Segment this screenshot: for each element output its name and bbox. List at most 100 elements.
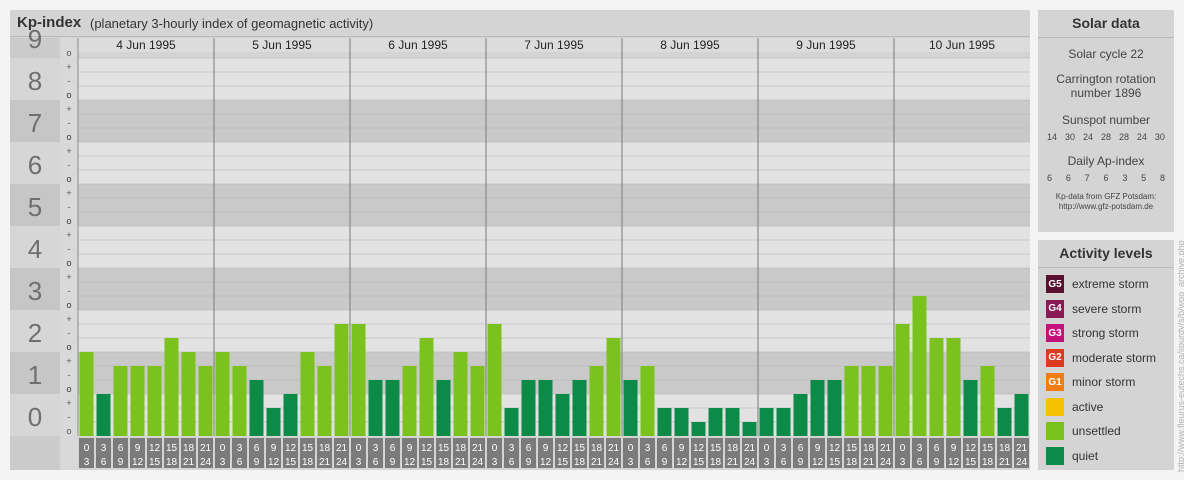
hour-end-label: 12 xyxy=(132,457,144,468)
kp-bar xyxy=(504,407,519,436)
activity-level-item: G4 severe storm xyxy=(1046,299,1141,319)
carrington-line-1: Carrington rotation xyxy=(1056,72,1156,86)
sunspot-value: 30 xyxy=(1064,132,1075,142)
chart-title-bar: Kp-index (planetary 3-hourly index of ge… xyxy=(10,10,1030,37)
minor-mark-column xyxy=(60,38,78,470)
hour-cell xyxy=(708,438,723,468)
kp-bar xyxy=(385,380,400,436)
kp-bar xyxy=(249,380,264,436)
hour-start-label: 9 xyxy=(815,443,821,454)
hour-start-label: 9 xyxy=(135,443,141,454)
day-label: 4 Jun 1995 xyxy=(116,38,176,52)
hour-start-label: 15 xyxy=(302,443,314,454)
hour-end-label: 21 xyxy=(183,457,195,468)
hour-start-label: 21 xyxy=(744,443,756,454)
minor-mark: + xyxy=(66,104,71,114)
activity-level-badge xyxy=(1046,422,1064,440)
hour-cell xyxy=(232,438,247,468)
kp-bar xyxy=(368,380,383,436)
hour-start-label: 21 xyxy=(200,443,212,454)
hour-start-label: 3 xyxy=(101,443,107,454)
kp-bar xyxy=(708,407,723,436)
activity-level-label: minor storm xyxy=(1072,375,1136,389)
minor-mark: o xyxy=(66,132,71,142)
minor-mark: o xyxy=(66,384,71,394)
activity-level-badge: G5 xyxy=(1046,275,1064,293)
hour-cell xyxy=(249,438,264,468)
sunspot-values: 14 30 24 28 28 24 30 xyxy=(1038,132,1174,142)
ap-value: 5 xyxy=(1141,173,1147,183)
hour-end-label: 3 xyxy=(900,457,906,468)
kp-chart-panel: Kp-index (planetary 3-hourly index of ge… xyxy=(10,10,1030,470)
minor-mark: + xyxy=(66,188,71,198)
hour-cell xyxy=(402,438,417,468)
ap-value: 8 xyxy=(1159,173,1165,183)
hour-start-label: 0 xyxy=(628,443,634,454)
hour-cell xyxy=(538,438,553,468)
plot-band xyxy=(78,310,1030,352)
kp-bar xyxy=(521,380,536,436)
ap-value: 6 xyxy=(1103,173,1109,183)
hour-cell xyxy=(317,438,332,468)
hour-start-label: 12 xyxy=(149,443,161,454)
minor-mark: o xyxy=(66,132,71,142)
hour-start-label: 6 xyxy=(118,443,124,454)
plot-band xyxy=(78,184,1030,226)
hour-end-label: 21 xyxy=(319,457,331,468)
minor-mark: o xyxy=(66,300,71,310)
activity-level-badge: G3 xyxy=(1046,324,1064,342)
hour-cell xyxy=(385,438,400,468)
activity-level-label: strong storm xyxy=(1072,326,1139,340)
minor-mark: - xyxy=(68,328,71,338)
minor-mark: - xyxy=(68,370,71,380)
minor-mark: + xyxy=(66,146,71,156)
kp-bar xyxy=(691,422,706,436)
hour-end-label: 24 xyxy=(880,457,892,468)
hour-cell xyxy=(742,438,757,468)
hour-start-label: 6 xyxy=(934,443,940,454)
hour-start-label: 0 xyxy=(220,443,226,454)
hour-cell xyxy=(980,438,995,468)
hour-end-label: 12 xyxy=(404,457,416,468)
hour-end-label: 24 xyxy=(200,457,212,468)
minor-mark: o xyxy=(66,342,71,352)
hour-end-label: 21 xyxy=(727,457,739,468)
hour-start-label: 0 xyxy=(84,443,90,454)
ap-value: 7 xyxy=(1084,173,1090,183)
kp-axis-band xyxy=(10,352,60,394)
solar-data-panel: Solar data Solar cycle 22 Carrington rot… xyxy=(1038,10,1174,232)
activity-level-badge: G1 xyxy=(1046,373,1064,391)
hour-cell xyxy=(300,438,315,468)
hour-start-label: 18 xyxy=(319,443,331,454)
hour-start-label: 12 xyxy=(693,443,705,454)
ap-value: 6 xyxy=(1065,173,1071,183)
kp-bar xyxy=(266,407,281,436)
minor-mark: o xyxy=(66,342,71,352)
plot-band xyxy=(78,58,1030,100)
kp-axis-band xyxy=(10,268,60,310)
hour-cell xyxy=(266,438,281,468)
hour-cell xyxy=(793,438,808,468)
kp-bar-chart: 0123456789o-+oo-+oo-+oo-+oo-+oo-+oo-+oo-… xyxy=(10,24,1030,470)
kp-bar xyxy=(776,407,791,436)
ap-title: Daily Ap-index xyxy=(1067,154,1145,168)
hour-cell xyxy=(96,438,111,468)
hour-end-label: 15 xyxy=(285,457,297,468)
activity-level-item: G2 moderate storm xyxy=(1046,348,1156,368)
kp-bar xyxy=(895,323,910,436)
kp-bar xyxy=(589,365,604,436)
hour-start-label: 15 xyxy=(574,443,586,454)
kp-bar xyxy=(827,380,842,436)
hour-start-label: 15 xyxy=(846,443,858,454)
hour-end-label: 18 xyxy=(710,457,722,468)
minor-mark: - xyxy=(68,286,71,296)
kp-bar xyxy=(640,365,655,436)
kp-tick-label: 4 xyxy=(28,234,42,264)
kp-bar xyxy=(861,365,876,436)
kp-bar xyxy=(912,296,927,436)
hour-cell xyxy=(657,438,672,468)
kp-bar xyxy=(725,407,740,436)
activity-level-label: extreme storm xyxy=(1072,277,1149,291)
kp-bar xyxy=(181,352,196,436)
hour-end-label: 12 xyxy=(812,457,824,468)
